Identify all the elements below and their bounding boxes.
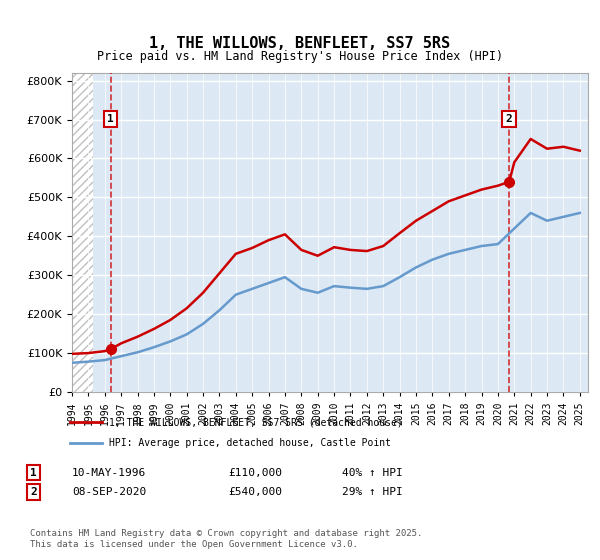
Text: 1, THE WILLOWS, BENFLEET, SS7 5RS (detached house): 1, THE WILLOWS, BENFLEET, SS7 5RS (detac… — [109, 417, 403, 427]
Text: 2: 2 — [30, 487, 37, 497]
Text: 1: 1 — [107, 114, 114, 124]
Text: 29% ↑ HPI: 29% ↑ HPI — [342, 487, 403, 497]
Bar — [72, 73, 88, 392]
Text: 1, THE WILLOWS, BENFLEET, SS7 5RS: 1, THE WILLOWS, BENFLEET, SS7 5RS — [149, 36, 451, 52]
Text: Contains HM Land Registry data © Crown copyright and database right 2025.
This d: Contains HM Land Registry data © Crown c… — [30, 529, 422, 549]
Text: 40% ↑ HPI: 40% ↑ HPI — [342, 468, 403, 478]
Text: 10-MAY-1996: 10-MAY-1996 — [72, 468, 146, 478]
Text: 1: 1 — [30, 468, 37, 478]
Text: £540,000: £540,000 — [228, 487, 282, 497]
Text: 08-SEP-2020: 08-SEP-2020 — [72, 487, 146, 497]
Text: £110,000: £110,000 — [228, 468, 282, 478]
Text: HPI: Average price, detached house, Castle Point: HPI: Average price, detached house, Cast… — [109, 438, 391, 448]
Text: Price paid vs. HM Land Registry's House Price Index (HPI): Price paid vs. HM Land Registry's House … — [97, 50, 503, 63]
Bar — [72, 73, 93, 392]
Text: 2: 2 — [506, 114, 512, 124]
